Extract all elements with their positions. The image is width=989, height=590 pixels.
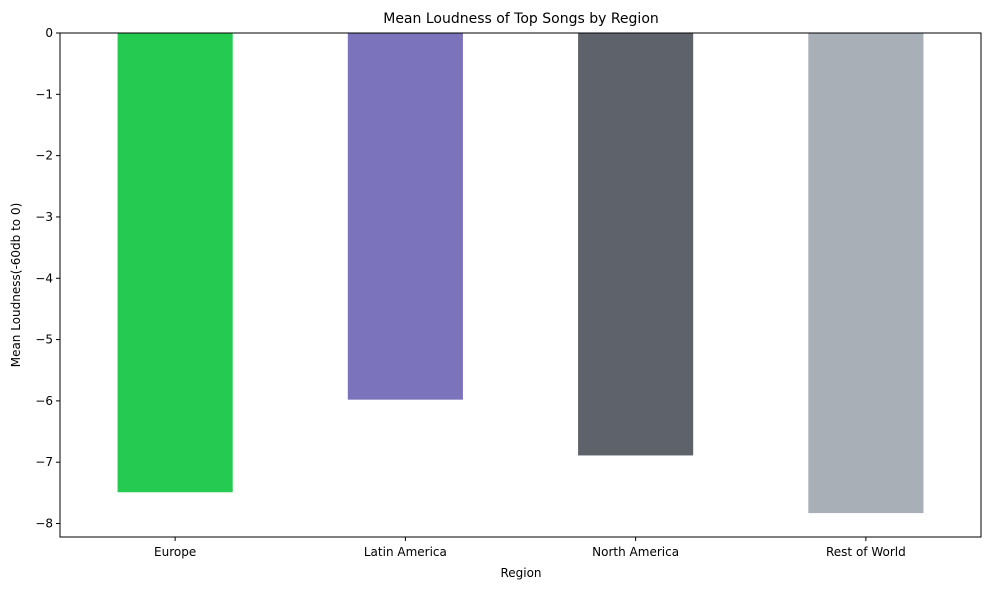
- bar-europe: [117, 33, 233, 493]
- y-tick-label: −1: [35, 87, 53, 101]
- y-tick-label: −8: [35, 517, 53, 531]
- y-tick-label: −6: [35, 394, 53, 408]
- x-tick-label: Latin America: [364, 545, 447, 559]
- bars-group: [117, 33, 924, 514]
- y-tick-label: −3: [35, 210, 53, 224]
- x-tick-label: Europe: [154, 545, 196, 559]
- y-tick-label: 0: [45, 26, 53, 40]
- bar-rest-of-world: [808, 33, 924, 514]
- x-tick-label: Rest of World: [826, 545, 906, 559]
- y-axis-label: Mean Loudness(-60db to 0): [9, 203, 23, 368]
- x-tick-label: North America: [592, 545, 679, 559]
- y-tick-label: −7: [35, 455, 53, 469]
- bar-north-america: [578, 33, 694, 456]
- x-axis: Europe Latin America North America Rest of …: [154, 537, 906, 559]
- y-axis: 0 −1 −2 −3 −4 −5 −6 −7 −8: [35, 26, 60, 531]
- y-tick-label: −4: [35, 271, 53, 285]
- bar-latin-america: [347, 33, 463, 400]
- plot-frame: [59, 32, 982, 538]
- y-tick-label: −2: [35, 149, 53, 163]
- y-tick-label: −5: [35, 333, 53, 347]
- x-axis-label: Region: [500, 566, 541, 580]
- chart-title: Mean Loudness of Top Songs by Region: [383, 11, 659, 27]
